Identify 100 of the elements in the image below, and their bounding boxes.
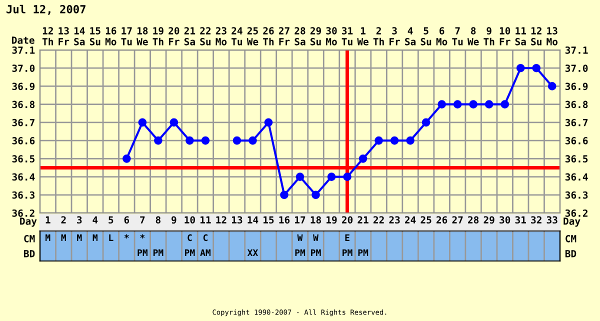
y-tick-label: 36.4 — [12, 173, 35, 181]
x-tick-label: 19 — [326, 216, 337, 224]
y2-tick-label: 36.4 — [565, 173, 588, 181]
point — [406, 136, 414, 145]
point — [186, 136, 194, 145]
x-tick-label: 15 Su — [90, 27, 100, 46]
y2-tick-label: 37.0 — [565, 64, 588, 72]
y-tick-label: 37.0 — [12, 64, 35, 72]
text: W — [297, 234, 303, 241]
y2-tick-label: 36.6 — [565, 137, 588, 144]
x-tick-label: 18 We — [136, 27, 148, 46]
text: C — [203, 234, 208, 242]
chart-title: Jul 12, 2007 — [6, 4, 86, 15]
text: M — [61, 234, 66, 241]
y2-tick-label: 36.7 — [565, 118, 588, 126]
x-tick-label: 22 — [373, 216, 384, 224]
point — [232, 136, 242, 145]
text: L — [109, 234, 114, 241]
x-tick-label: 24 — [404, 216, 416, 224]
point — [170, 118, 178, 127]
x-tick-label: 31 — [515, 216, 526, 224]
x-tick-label: 14 — [248, 216, 258, 224]
x-tick-label: 23 — [389, 216, 400, 224]
point — [138, 118, 147, 127]
text: C — [188, 234, 192, 242]
text: PM — [311, 249, 321, 256]
x-tick-label: 29 — [484, 216, 494, 224]
x-tick-label: 13 Fr — [58, 27, 70, 46]
text: Day — [564, 218, 580, 227]
x-tick-label: 10 — [184, 216, 195, 224]
y2-tick-label: CM — [566, 234, 576, 242]
point — [532, 64, 541, 72]
point — [453, 100, 462, 108]
text: * — [124, 234, 129, 238]
x-tick-label: 2 — [61, 216, 66, 224]
text: AM — [200, 249, 211, 256]
point — [327, 172, 336, 181]
point — [390, 136, 399, 145]
point — [248, 136, 257, 145]
x-tick-label: 21 — [358, 216, 368, 224]
x-tick-label: 7 — [140, 216, 145, 224]
text: M — [46, 234, 50, 241]
x-tick-label: 30 — [500, 216, 510, 224]
y-tick-label: BD — [24, 250, 35, 258]
point — [500, 100, 510, 108]
x-tick-label: 3 Fr — [390, 27, 400, 46]
x-tick-label: 20 Fr — [168, 27, 180, 46]
y-tick-label: 36.8 — [12, 100, 35, 108]
x-tick-label: 22 Su — [200, 27, 210, 46]
x-tick-label: 33 — [546, 216, 558, 224]
point — [469, 100, 478, 108]
y2-tick-label: 36.8 — [565, 100, 588, 108]
x-tick-label: 7 Tu — [452, 27, 463, 46]
x-tick-label: 12 — [216, 216, 226, 224]
y-tick-label: CM — [24, 234, 35, 242]
text: E — [345, 234, 350, 241]
x-tick-label: 8 We — [467, 27, 479, 46]
point — [374, 136, 383, 145]
x-tick-label: 19 Th — [152, 27, 164, 46]
x-tick-label: 24 Tu — [232, 27, 242, 46]
y-tick-label: 36.7 — [12, 118, 34, 126]
x-tick-label: 26 — [436, 216, 448, 224]
x-tick-label: 9 — [172, 216, 176, 224]
point — [122, 154, 131, 163]
y-tick-label: 36.2 — [12, 209, 34, 217]
x-tick-label: 28 Sa — [294, 27, 306, 46]
y2-tick-label: 36.9 — [565, 82, 588, 90]
y2-tick-label: 36.3 — [565, 191, 588, 199]
x-tick-label: 18 — [310, 216, 321, 224]
x-tick-label: 26 Th — [263, 27, 274, 46]
x-tick-label: 17 Tu — [121, 27, 132, 46]
point — [422, 118, 430, 127]
x-tick-label: 11 — [200, 216, 211, 224]
x2-axis-title: Date — [12, 36, 34, 44]
point — [264, 118, 273, 127]
point — [358, 154, 368, 163]
x-tick-label: 16 — [279, 216, 290, 224]
x-tick-label: 25 — [420, 216, 432, 224]
x-tick-label: 25 We — [246, 27, 258, 46]
x-tick-label: 15 — [264, 216, 274, 224]
y2-tick-label: 36.2 — [565, 209, 588, 217]
x-tick-label: 14 Sa — [74, 27, 85, 46]
x-tick-label: 16 Mo — [105, 27, 116, 46]
x-tick-label: 9 Th — [484, 27, 494, 46]
text: PM — [184, 249, 195, 256]
x-tick-label: 2 Th — [373, 27, 384, 46]
point — [343, 172, 352, 181]
x-tick-label: 8 — [156, 216, 160, 224]
x-tick-label: 1 We — [357, 27, 368, 46]
x-tick-label: 6 — [124, 216, 130, 224]
point — [516, 64, 525, 72]
x-tick-label: 10 Fr — [500, 27, 510, 46]
text: PM — [138, 249, 148, 256]
x-tick-label: 17 — [295, 216, 306, 224]
x-tick-label: 20 — [342, 216, 353, 224]
y2-tick-label: 36.5 — [565, 155, 588, 163]
x-tick-label: 31 Tu — [342, 27, 353, 46]
text: PM — [153, 249, 164, 256]
text: * — [140, 234, 145, 238]
x-tick-label: 29 Su — [310, 27, 321, 46]
